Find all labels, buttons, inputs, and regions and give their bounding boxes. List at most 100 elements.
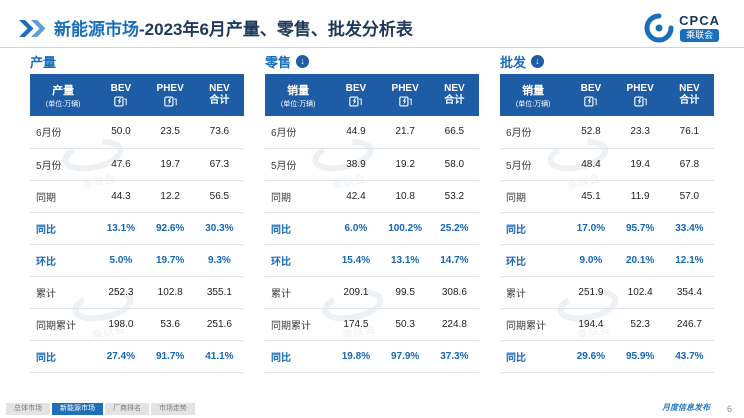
bev-cell: 209.1	[331, 276, 381, 309]
row-label: 6月份	[30, 116, 97, 149]
nev-cell: 354.4	[664, 276, 714, 309]
table-row: 同期累计 194.4 52.3 246.7	[500, 308, 714, 341]
table-row: 同期 45.1 11.9 57.0	[500, 180, 714, 213]
table-row-mom: 环比 5.0% 19.7% 9.3%	[30, 244, 244, 277]
col-header-bev: BEV	[96, 74, 146, 116]
phev-cell: 53.6	[145, 308, 195, 341]
metric-name: 销量	[522, 84, 545, 97]
nev-cell: 224.8	[429, 308, 479, 341]
table-row-cum-yoy: 同比 29.6% 95.9% 43.7%	[500, 340, 714, 373]
nev-label-line2: 合计	[444, 95, 465, 106]
metric-unit: (单位:万辆)	[515, 100, 551, 108]
table-row: 累计 209.1 99.5 308.6	[265, 276, 479, 309]
table-row: 同期累计 174.5 50.3 224.8	[265, 308, 479, 341]
table-row: 累计 251.9 102.4 354.4	[500, 276, 714, 309]
phev-cell: 92.6%	[145, 212, 195, 245]
row-label: 同比	[265, 212, 332, 245]
nev-cell: 37.3%	[429, 340, 479, 373]
col-header-nev: NEV 合计	[429, 74, 479, 116]
phev-cell: 99.5	[380, 276, 430, 309]
col-header-bev: BEV	[566, 74, 616, 116]
phev-cell: 19.2	[380, 148, 430, 181]
table-row: 6月份 50.0 23.5 73.6	[30, 116, 244, 149]
tab-nev-market[interactable]: 新能源市场	[52, 403, 103, 415]
nev-cell: 25.2%	[429, 212, 479, 245]
ev-charger-icon	[398, 96, 412, 107]
phev-label: PHEV	[626, 83, 654, 94]
nev-cell: 355.1	[194, 276, 244, 309]
bev-cell: 44.9	[331, 116, 381, 149]
tab-overall-market[interactable]: 总体市场	[6, 403, 50, 415]
ev-charger-icon	[584, 96, 598, 107]
nev-cell: 66.5	[429, 116, 479, 149]
production-table: 产量 (单位:万辆) BEV PHEV NEV	[30, 74, 244, 373]
row-label: 环比	[500, 244, 567, 277]
nev-cell: 9.3%	[194, 244, 244, 277]
phev-cell: 23.3	[615, 116, 665, 149]
page-title: 新能源市场-2023年6月产量、零售、批发分析表	[54, 15, 644, 40]
ev-charger-icon	[633, 96, 647, 107]
ev-charger-icon	[349, 96, 363, 107]
nev-cell: 33.4%	[664, 212, 714, 245]
phev-cell: 91.7%	[145, 340, 195, 373]
row-label: 同比	[30, 212, 97, 245]
ev-charger-icon	[114, 96, 128, 107]
footer-tabs: 总体市场 新能源市场 厂商排名 市场走势	[6, 403, 195, 415]
nev-label-line2: 合计	[209, 95, 230, 106]
row-label: 同比	[500, 212, 567, 245]
table-row-yoy: 同比 13.1% 92.6% 30.3%	[30, 212, 244, 245]
nev-cell: 53.2	[429, 180, 479, 213]
retail-table: 销量 (单位:万辆) BEV PHEV NEV	[265, 74, 479, 373]
header: 新能源市场-2023年6月产量、零售、批发分析表 CPCA 乘联会	[0, 0, 744, 48]
bev-cell: 42.4	[331, 180, 381, 213]
phev-cell: 21.7	[380, 116, 430, 149]
wholesale-table-block: 批发 ↓ 销量 (单位:万辆) BEV PH	[500, 52, 714, 373]
row-label: 同期累计	[265, 308, 332, 341]
nev-cell: 308.6	[429, 276, 479, 309]
col-header-bev: BEV	[331, 74, 381, 116]
phev-cell: 100.2%	[380, 212, 430, 245]
phev-cell: 19.4	[615, 148, 665, 181]
metric-header: 销量 (单位:万辆)	[265, 74, 332, 116]
nev-cell: 67.8	[664, 148, 714, 181]
row-label: 同比	[500, 340, 567, 373]
ev-charger-icon	[163, 96, 177, 107]
nev-cell: 73.6	[194, 116, 244, 149]
metric-unit: (单位:万辆)	[45, 100, 81, 108]
row-label: 6月份	[265, 116, 332, 149]
nev-cell: 251.6	[194, 308, 244, 341]
phev-cell: 10.8	[380, 180, 430, 213]
nev-cell: 67.3	[194, 148, 244, 181]
phev-label: PHEV	[156, 83, 184, 94]
phev-cell: 19.7%	[145, 244, 195, 277]
nev-cell: 246.7	[664, 308, 714, 341]
tab-market-trend[interactable]: 市场走势	[151, 403, 195, 415]
phev-cell: 19.7	[145, 148, 195, 181]
bev-cell: 13.1%	[96, 212, 146, 245]
bev-cell: 198.0	[96, 308, 146, 341]
col-header-phev: PHEV	[615, 74, 665, 116]
section-title-wholesale: 批发	[500, 55, 527, 70]
bev-cell: 44.3	[96, 180, 146, 213]
bev-label: BEV	[580, 83, 602, 94]
col-header-nev: NEV 合计	[194, 74, 244, 116]
phev-cell: 20.1%	[615, 244, 665, 277]
nev-label-line2: 合计	[679, 95, 700, 106]
nev-cell: 12.1%	[664, 244, 714, 277]
row-label: 环比	[265, 244, 332, 277]
metric-header: 销量 (单位:万辆)	[500, 74, 567, 116]
footer-note: 月度信息发布	[662, 403, 710, 412]
table-row-mom: 环比 9.0% 20.1% 12.1%	[500, 244, 714, 277]
tab-manufacturer-ranking[interactable]: 厂商排名	[105, 403, 149, 415]
bev-label: BEV	[110, 83, 132, 94]
bev-label: BEV	[345, 83, 367, 94]
table-row-yoy: 同比 6.0% 100.2% 25.2%	[265, 212, 479, 245]
phev-cell: 102.8	[145, 276, 195, 309]
down-arrow-icon: ↓	[296, 55, 310, 68]
bev-cell: 27.4%	[96, 340, 146, 373]
row-label: 同期累计	[500, 308, 567, 341]
table-row: 同期 44.3 12.2 56.5	[30, 180, 244, 213]
table-row: 6月份 52.8 23.3 76.1	[500, 116, 714, 149]
table-row: 累计 252.3 102.8 355.1	[30, 276, 244, 309]
